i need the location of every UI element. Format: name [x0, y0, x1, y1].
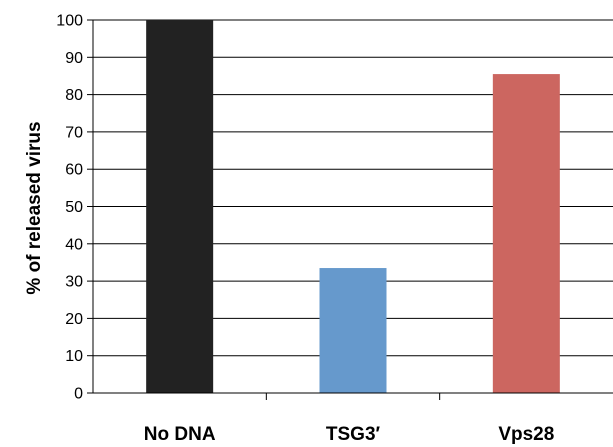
- y-tick-label: 30: [65, 274, 83, 291]
- y-tick-label: 100: [56, 13, 83, 30]
- bar-vps28: [492, 74, 560, 394]
- y-tick-label: 0: [74, 386, 83, 403]
- y-tick-label: 40: [65, 236, 83, 253]
- x-category-label: TSG3′: [326, 424, 381, 445]
- y-tick-label: 90: [65, 50, 83, 67]
- y-tick-label: 10: [65, 348, 83, 365]
- y-tick-label: 60: [65, 162, 83, 179]
- y-tick-labels: 0 10 20 30 40 50 60 70 80 90 100: [56, 13, 83, 403]
- bar-no-dna: [146, 20, 214, 393]
- x-category-label: No DNA: [144, 424, 216, 445]
- y-tick-label: 20: [65, 311, 83, 328]
- y-tick-label: 50: [65, 199, 83, 216]
- y-tick-label: 70: [65, 124, 83, 141]
- x-category-labels: No DNA TSG3′ Vps28: [144, 424, 555, 445]
- y-tick-label: 80: [65, 87, 83, 104]
- x-category-label: Vps28: [498, 424, 554, 445]
- bars: [146, 20, 560, 394]
- bar-tsg3: [319, 268, 387, 393]
- axes: [87, 19, 613, 400]
- y-axis-label: % of released virus: [24, 121, 45, 294]
